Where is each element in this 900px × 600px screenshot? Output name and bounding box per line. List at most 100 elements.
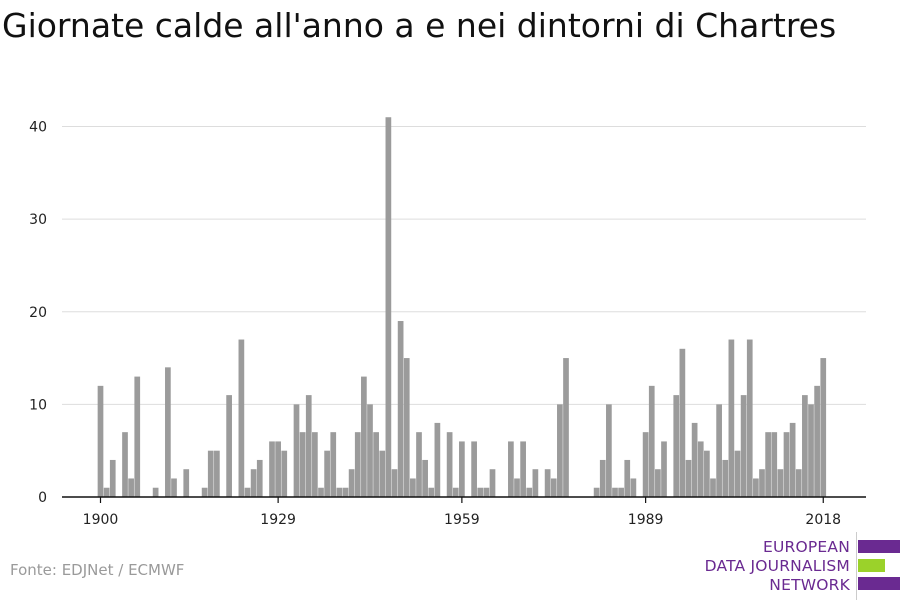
bar-1934[interactable] <box>305 395 312 497</box>
bar-1944[interactable] <box>367 404 373 497</box>
bar-1985[interactable] <box>618 487 624 497</box>
bar-1959[interactable] <box>459 441 465 497</box>
bar-1906[interactable] <box>134 376 141 497</box>
bar-1937[interactable] <box>324 450 330 497</box>
bar-1932[interactable] <box>293 404 300 497</box>
bar-2012[interactable] <box>783 432 790 497</box>
bar-1941[interactable] <box>348 469 355 497</box>
bar-1925[interactable] <box>250 469 257 497</box>
bar-1940[interactable] <box>342 487 349 497</box>
bar-2009[interactable] <box>765 432 771 497</box>
bar-2004[interactable] <box>734 450 741 497</box>
bar-1987[interactable] <box>630 478 637 497</box>
bar-1909[interactable] <box>152 487 159 497</box>
bar-1999[interactable] <box>704 450 710 497</box>
bar-2014[interactable] <box>795 469 802 497</box>
bar-1982[interactable] <box>599 459 606 497</box>
bar-2000[interactable] <box>710 478 716 497</box>
bar-1975[interactable] <box>557 404 563 497</box>
bar-1924[interactable] <box>244 487 251 497</box>
bar-1976[interactable] <box>563 358 569 497</box>
bar-1923[interactable] <box>238 339 245 497</box>
bar-1942[interactable] <box>354 432 361 497</box>
bar-2015[interactable] <box>802 395 808 497</box>
bar-1946[interactable] <box>379 450 386 497</box>
bar-1905[interactable] <box>128 478 134 497</box>
bar-2011[interactable] <box>777 469 784 497</box>
bar-2013[interactable] <box>789 422 796 497</box>
bar-1953[interactable] <box>422 459 428 497</box>
bar-1998[interactable] <box>697 441 704 497</box>
bar-1990[interactable] <box>648 385 655 497</box>
bar-2018[interactable] <box>820 358 827 497</box>
bar-2010[interactable] <box>771 432 778 497</box>
x-tick-label: 1900 <box>83 512 119 528</box>
bar-1949[interactable] <box>397 321 404 497</box>
edjnet-logo[interactable]: EUROPEAN DATA JOURNALISM NETWORK <box>700 532 900 600</box>
bar-1970[interactable] <box>526 487 533 497</box>
bar-1929[interactable] <box>275 441 281 497</box>
bar-1963[interactable] <box>483 487 490 497</box>
bar-1989[interactable] <box>642 432 649 497</box>
bar-1962[interactable] <box>477 487 484 497</box>
bar-2003[interactable] <box>728 339 735 497</box>
bar-1900[interactable] <box>97 385 104 497</box>
bar-1991[interactable] <box>655 469 661 497</box>
bar-1935[interactable] <box>312 432 318 497</box>
bar-1969[interactable] <box>520 441 526 497</box>
bar-1986[interactable] <box>624 459 631 497</box>
bar-1901[interactable] <box>103 487 110 497</box>
bar-1918[interactable] <box>207 450 214 497</box>
bar-1996[interactable] <box>685 459 692 497</box>
bar-2007[interactable] <box>753 478 759 497</box>
bar-2017[interactable] <box>814 385 820 497</box>
bar-1994[interactable] <box>673 395 680 497</box>
bar-1961[interactable] <box>471 441 477 497</box>
bar-1911[interactable] <box>165 367 171 497</box>
bar-1981[interactable] <box>593 487 600 497</box>
bar-1919[interactable] <box>214 450 220 497</box>
bar-1955[interactable] <box>434 422 441 497</box>
bar-1974[interactable] <box>550 478 557 497</box>
bar-1945[interactable] <box>373 432 379 497</box>
bar-1939[interactable] <box>336 487 343 497</box>
bar-1936[interactable] <box>318 487 324 497</box>
bar-1952[interactable] <box>416 432 422 497</box>
bar-1914[interactable] <box>183 469 190 497</box>
bar-2005[interactable] <box>740 395 747 497</box>
bar-1992[interactable] <box>661 441 667 497</box>
bar-1997[interactable] <box>691 422 698 497</box>
bar-1912[interactable] <box>171 478 177 497</box>
bar-1954[interactable] <box>428 487 435 497</box>
bar-1921[interactable] <box>226 395 232 497</box>
bar-2002[interactable] <box>722 459 729 497</box>
bar-1971[interactable] <box>532 469 539 497</box>
bar-1964[interactable] <box>489 469 496 497</box>
bar-1995[interactable] <box>679 348 686 497</box>
bar-1917[interactable] <box>201 487 208 497</box>
bar-1967[interactable] <box>508 441 514 497</box>
bar-1938[interactable] <box>330 432 337 497</box>
bar-1950[interactable] <box>403 358 410 497</box>
bar-1951[interactable] <box>410 478 416 497</box>
bar-1947[interactable] <box>385 117 392 498</box>
bar-1957[interactable] <box>446 432 453 497</box>
bar-1933[interactable] <box>299 432 306 497</box>
bar-1902[interactable] <box>109 459 116 497</box>
bar-1968[interactable] <box>514 478 520 497</box>
y-tick-label: 30 <box>29 212 47 228</box>
bar-1983[interactable] <box>606 404 612 497</box>
bar-1943[interactable] <box>361 376 367 497</box>
bar-1984[interactable] <box>612 487 618 497</box>
bar-2001[interactable] <box>716 404 722 497</box>
bar-1973[interactable] <box>544 469 551 497</box>
bar-1904[interactable] <box>122 432 128 497</box>
bar-1930[interactable] <box>281 450 288 497</box>
bar-2006[interactable] <box>746 339 753 497</box>
bar-2008[interactable] <box>759 469 765 497</box>
bar-1926[interactable] <box>256 459 263 497</box>
bar-1928[interactable] <box>269 441 275 497</box>
bar-1948[interactable] <box>391 469 398 497</box>
bar-2016[interactable] <box>808 404 814 497</box>
bar-1958[interactable] <box>452 487 459 497</box>
